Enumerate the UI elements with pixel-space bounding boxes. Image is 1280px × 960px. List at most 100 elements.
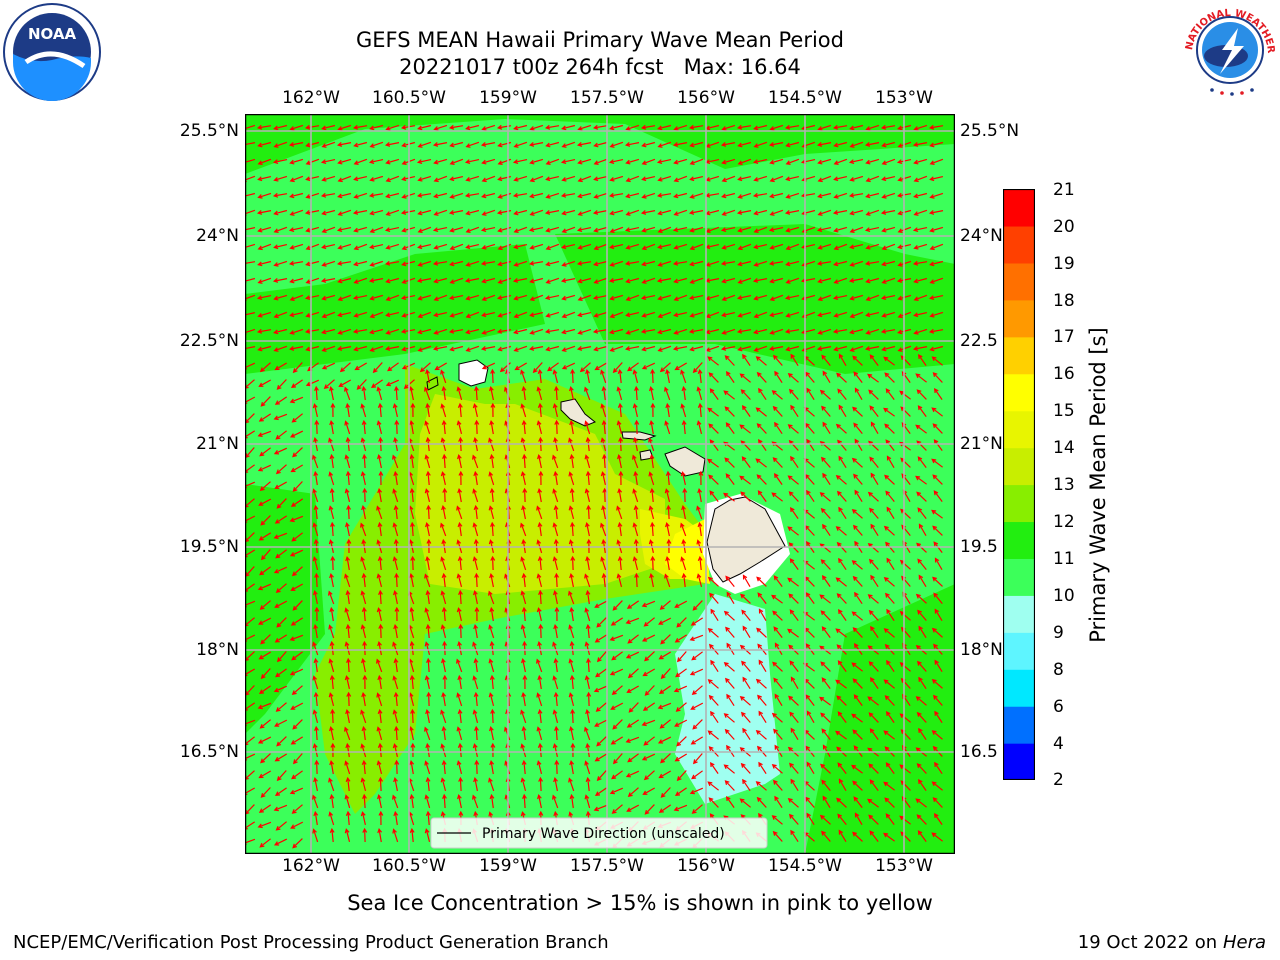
wave-arrow: [865, 175, 880, 183]
wave-arrow: [707, 781, 719, 791]
wave-arrow: [275, 702, 287, 712]
wave-arrow: [312, 454, 319, 469]
wave-arrow: [409, 385, 414, 401]
wave-arrow: [696, 420, 703, 435]
wave-arrow: [753, 141, 768, 148]
wave-arrow: [537, 368, 543, 384]
wave-arrow: [867, 594, 879, 604]
wave-arrow: [409, 487, 415, 503]
wave-arrow: [931, 832, 943, 842]
wave-arrow: [260, 634, 271, 645]
wave-arrow: [736, 210, 752, 215]
wave-arrow: [790, 676, 799, 690]
wave-arrow: [289, 192, 304, 199]
wave-arrow: [593, 277, 608, 284]
wave-arrow: [849, 175, 864, 182]
wave-arrow: [868, 389, 879, 400]
wave-arrow: [353, 141, 368, 148]
wave-arrow: [464, 278, 480, 283]
wave-arrow: [457, 487, 463, 503]
wave-arrow: [369, 244, 384, 250]
wave-arrow: [659, 362, 671, 373]
wave-arrow: [561, 362, 576, 370]
wave-arrow: [536, 658, 543, 673]
wave-period-map: Primary Wave Direction (unscaled): [244, 113, 956, 855]
wave-arrow: [426, 691, 432, 707]
wave-arrow: [681, 504, 686, 520]
footer-host: Hera: [1222, 932, 1266, 953]
wave-arrow: [707, 730, 719, 740]
lon-label-bottom: 154.5°W: [768, 856, 842, 876]
wave-arrow: [817, 124, 832, 131]
wave-arrow: [836, 797, 847, 808]
wave-arrow: [289, 549, 304, 557]
wave-arrow: [368, 278, 384, 283]
wave-arrow: [353, 345, 368, 352]
wave-arrow: [353, 311, 368, 318]
wave-arrow: [513, 124, 528, 131]
wave-arrow: [656, 159, 672, 164]
wave-arrow: [336, 142, 352, 147]
wave-arrow: [481, 192, 496, 199]
wave-arrow: [314, 385, 319, 401]
wave-arrow: [570, 708, 576, 724]
wave-arrow: [276, 736, 287, 747]
wave-arrow: [339, 362, 351, 373]
wave-arrow: [488, 590, 495, 605]
wave-arrow: [394, 606, 400, 622]
wave-arrow: [289, 158, 304, 165]
wave-arrow: [609, 175, 624, 182]
wave-arrow: [289, 668, 304, 676]
wave-arrow: [870, 472, 879, 486]
wave-arrow: [289, 515, 304, 523]
wave-arrow: [611, 685, 623, 696]
wave-arrow: [625, 158, 640, 165]
wave-arrow: [568, 777, 575, 792]
wave-arrow: [689, 311, 704, 318]
wave-arrow: [880, 328, 896, 334]
wave-arrow: [409, 572, 414, 588]
wave-arrow: [569, 640, 575, 656]
wave-arrow: [313, 657, 319, 673]
wave-arrow: [291, 413, 303, 423]
wave-arrow: [490, 555, 496, 571]
nws-logo: NATIONAL WEATHER SERVICE: [1176, 0, 1280, 100]
wave-arrow: [769, 175, 784, 183]
lat-label-left: 22.5°N: [179, 331, 239, 351]
wave-arrow: [377, 487, 383, 503]
wave-arrow: [721, 192, 736, 199]
wave-arrow: [868, 712, 879, 723]
wave-arrow: [537, 708, 543, 724]
wave-arrow: [416, 278, 432, 283]
wave-arrow: [313, 623, 319, 639]
wave-arrow: [753, 244, 768, 250]
wave-arrow: [337, 294, 352, 301]
wave-arrow: [821, 677, 831, 689]
wave-arrow: [697, 555, 703, 571]
wave-arrow: [424, 760, 431, 775]
wave-arrow: [426, 657, 431, 673]
wave-arrow: [821, 405, 831, 417]
wave-arrow: [664, 386, 671, 401]
wave-arrow: [644, 685, 655, 696]
wave-arrow: [394, 725, 399, 741]
wave-arrow: [577, 209, 592, 216]
wave-arrow: [292, 600, 303, 611]
wave-arrow: [353, 192, 368, 199]
wave-arrow: [442, 487, 448, 503]
colorbar-tick: 10: [1053, 586, 1075, 606]
wave-arrow: [554, 606, 560, 622]
wave-arrow: [594, 634, 608, 643]
wave-arrow: [274, 396, 288, 405]
wave-arrow: [725, 422, 735, 434]
wave-arrow: [481, 124, 496, 131]
wave-arrow: [545, 226, 560, 233]
wave-arrow: [692, 362, 703, 374]
wave-arrow: [854, 387, 863, 401]
wave-arrow: [649, 572, 654, 588]
wave-arrow: [817, 243, 832, 250]
wave-arrow: [561, 175, 576, 182]
wave-arrow: [673, 124, 688, 131]
wave-arrow: [481, 277, 496, 284]
wave-arrow: [329, 453, 335, 469]
